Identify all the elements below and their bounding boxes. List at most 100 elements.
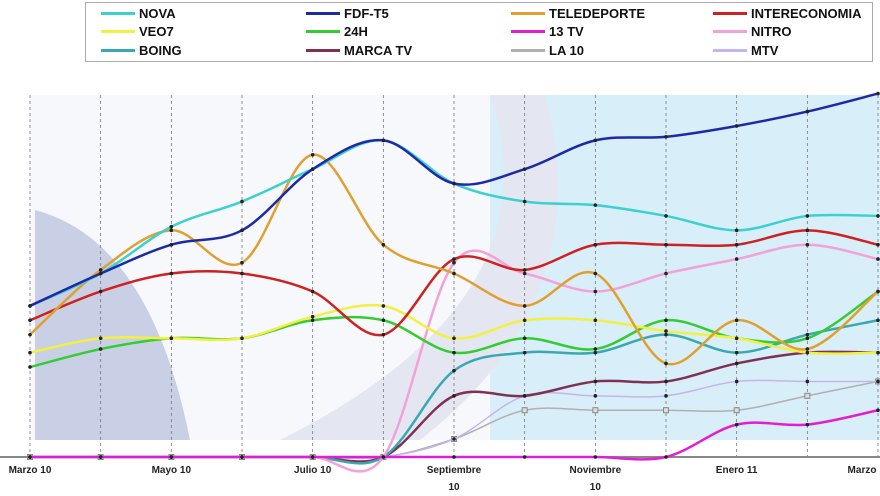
data-point [876, 290, 880, 294]
data-point [240, 229, 244, 233]
data-point [664, 455, 668, 459]
data-point [311, 290, 315, 294]
legend-swatch [511, 12, 545, 15]
data-point [876, 92, 880, 96]
data-point [734, 408, 739, 413]
data-point [876, 351, 880, 355]
data-point [523, 167, 527, 171]
legend-swatch [306, 12, 340, 15]
legend-swatch [306, 30, 340, 33]
data-point [99, 455, 103, 459]
data-point [523, 455, 527, 459]
legend-label: NITRO [751, 24, 791, 39]
data-point [806, 243, 810, 247]
data-point [382, 304, 386, 308]
data-point [664, 318, 668, 322]
data-point [876, 408, 880, 412]
legend-item: MTV [713, 43, 778, 58]
x-tick-label: Julio 10 [268, 462, 358, 479]
legend-item: NOVA [101, 6, 176, 21]
data-point [382, 139, 386, 143]
legend-label: VEO7 [139, 24, 174, 39]
data-point [876, 214, 880, 218]
data-point [28, 318, 32, 322]
legend-label: BOING [139, 43, 182, 58]
x-tick-label: Mayo 10 [126, 462, 216, 479]
legend-item: VEO7 [101, 24, 174, 39]
data-point [806, 229, 810, 233]
legend-label: INTERECONOMIA [751, 6, 862, 21]
legend-item: BOING [101, 43, 182, 58]
legend-label: FDF-T5 [344, 6, 389, 21]
data-point [594, 351, 598, 355]
legend-item: 24H [306, 24, 368, 39]
data-point [99, 347, 103, 351]
legend-label: TELEDEPORTE [549, 6, 645, 21]
legend-item: NITRO [713, 24, 791, 39]
data-point [806, 333, 810, 337]
data-point [28, 351, 32, 355]
x-tick-label: Marzo 10 [0, 462, 75, 479]
data-point [806, 347, 810, 351]
data-point [523, 304, 527, 308]
data-point [876, 257, 880, 261]
legend-item: FDF-T5 [306, 6, 389, 21]
legend-item: TELEDEPORTE [511, 6, 645, 21]
data-point [452, 351, 456, 355]
data-point [28, 304, 32, 308]
legend-label: MARCA TV [344, 43, 412, 58]
data-point [593, 408, 598, 413]
data-point [664, 243, 668, 247]
data-point [452, 394, 456, 398]
data-point [806, 336, 810, 340]
legend: NOVA FDF-T5 TELEDEPORTE INTERECONOMIA VEO7 24… [85, 2, 873, 62]
data-point [382, 243, 386, 247]
data-point [876, 243, 880, 247]
legend-label: LA 10 [549, 43, 584, 58]
data-point [28, 333, 32, 337]
data-point [735, 380, 739, 384]
data-point [452, 272, 456, 276]
data-point [240, 455, 244, 459]
data-point [99, 268, 103, 272]
legend-item: MARCA TV [306, 43, 412, 58]
data-point [594, 347, 598, 351]
legend-label: MTV [751, 43, 778, 58]
data-point [806, 351, 810, 355]
data-point [806, 423, 810, 427]
data-point [523, 336, 527, 340]
data-point [240, 200, 244, 204]
data-point [170, 455, 174, 459]
data-point [452, 182, 456, 186]
legend-swatch [511, 49, 545, 52]
data-point [523, 394, 527, 398]
data-point [523, 318, 527, 322]
data-point [170, 229, 174, 233]
legend-swatch [713, 30, 747, 33]
data-point [452, 336, 456, 340]
data-point [99, 272, 103, 276]
legend-swatch [713, 49, 747, 52]
data-point [99, 290, 103, 294]
data-point [594, 139, 598, 143]
data-point [28, 455, 32, 459]
data-point [664, 380, 668, 384]
data-point [240, 272, 244, 276]
data-point [523, 351, 527, 355]
data-point [876, 380, 880, 384]
legend-swatch [101, 49, 135, 52]
data-point [664, 362, 668, 366]
legend-swatch [101, 30, 135, 33]
data-point [170, 225, 174, 229]
legend-swatch [101, 12, 135, 15]
data-point [664, 333, 668, 337]
data-point [664, 135, 668, 139]
data-point [28, 365, 32, 369]
data-point [735, 336, 739, 340]
chart-background [30, 95, 880, 440]
data-point [452, 257, 456, 261]
data-point [382, 318, 386, 322]
data-point [523, 200, 527, 204]
